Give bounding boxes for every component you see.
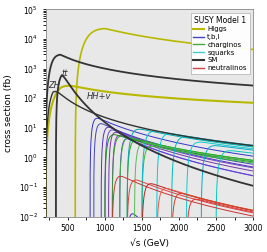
X-axis label: √s (GeV): √s (GeV) [130, 239, 169, 248]
Text: HH+v: HH+v [87, 92, 112, 101]
Legend: Higgs, t,b,l, charginos, squarks, SM, neutralinos: Higgs, t,b,l, charginos, squarks, SM, ne… [191, 13, 250, 74]
Y-axis label: cross section (fb): cross section (fb) [4, 74, 13, 152]
Text: ZH: ZH [49, 81, 61, 90]
Text: tt: tt [61, 69, 68, 78]
